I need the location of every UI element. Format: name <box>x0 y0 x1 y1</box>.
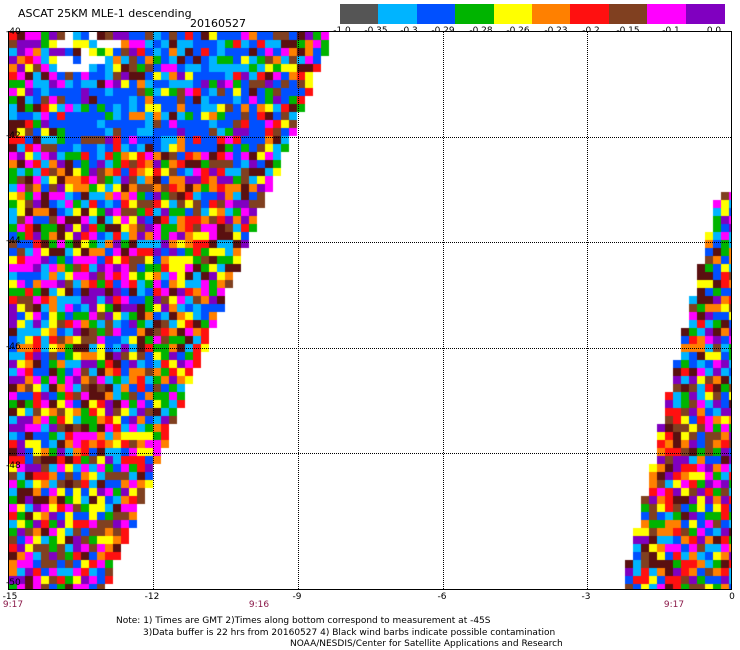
color-scale-segment <box>685 4 725 24</box>
note-line-1: Note: 1) Times are GMT 2)Times along bot… <box>116 616 491 626</box>
latitude-gridline <box>9 137 731 138</box>
latitude-label: -46 <box>6 342 21 352</box>
color-scale-segment <box>570 4 610 24</box>
latitude-label: -42 <box>6 131 21 141</box>
color-scale-segment <box>455 4 495 24</box>
map-date: 20160527 <box>190 17 246 30</box>
longitude-gridline <box>587 32 588 589</box>
longitude-label: -6 <box>437 592 447 602</box>
latitude-gridline <box>9 242 731 243</box>
longitude-label: -3 <box>581 592 591 602</box>
latitude-label: -44 <box>6 236 21 246</box>
color-scale-bar <box>340 4 725 24</box>
swath-data-layer <box>9 32 731 589</box>
color-scale-segment <box>608 4 648 24</box>
latitude-label: -40 <box>6 27 21 37</box>
pass-time-label: 9:16 <box>248 600 270 610</box>
longitude-gridline <box>153 32 154 589</box>
longitude-gridline <box>443 32 444 589</box>
longitude-gridline <box>298 32 299 589</box>
color-scale-segment <box>532 4 571 24</box>
latitude-label: -48 <box>6 461 21 471</box>
color-scale-segment <box>378 4 418 24</box>
longitude-label: 0 <box>729 592 735 602</box>
color-scale-segment <box>340 4 379 24</box>
latitude-label: -50 <box>6 578 21 588</box>
note-line-3: NOAA/NESDIS/Center for Satellite Applica… <box>290 639 563 649</box>
map-plot-area <box>8 31 732 590</box>
longitude-label: -9 <box>292 592 302 602</box>
note-line-2: 3)Data buffer is 22 hrs from 20160527 4)… <box>143 628 556 638</box>
map-title: ASCAT 25KM MLE-1 descending <box>18 7 192 20</box>
longitude-label: -15 <box>2 592 18 602</box>
pass-time-label: 9:17 <box>2 600 24 610</box>
latitude-gridline <box>9 348 731 349</box>
color-scale-segment <box>416 4 456 24</box>
pass-time-label: 9:17 <box>663 600 685 610</box>
color-scale-segment <box>493 4 533 24</box>
longitude-label: -12 <box>144 592 160 602</box>
latitude-gridline <box>9 453 731 454</box>
color-scale-segment <box>647 4 687 24</box>
